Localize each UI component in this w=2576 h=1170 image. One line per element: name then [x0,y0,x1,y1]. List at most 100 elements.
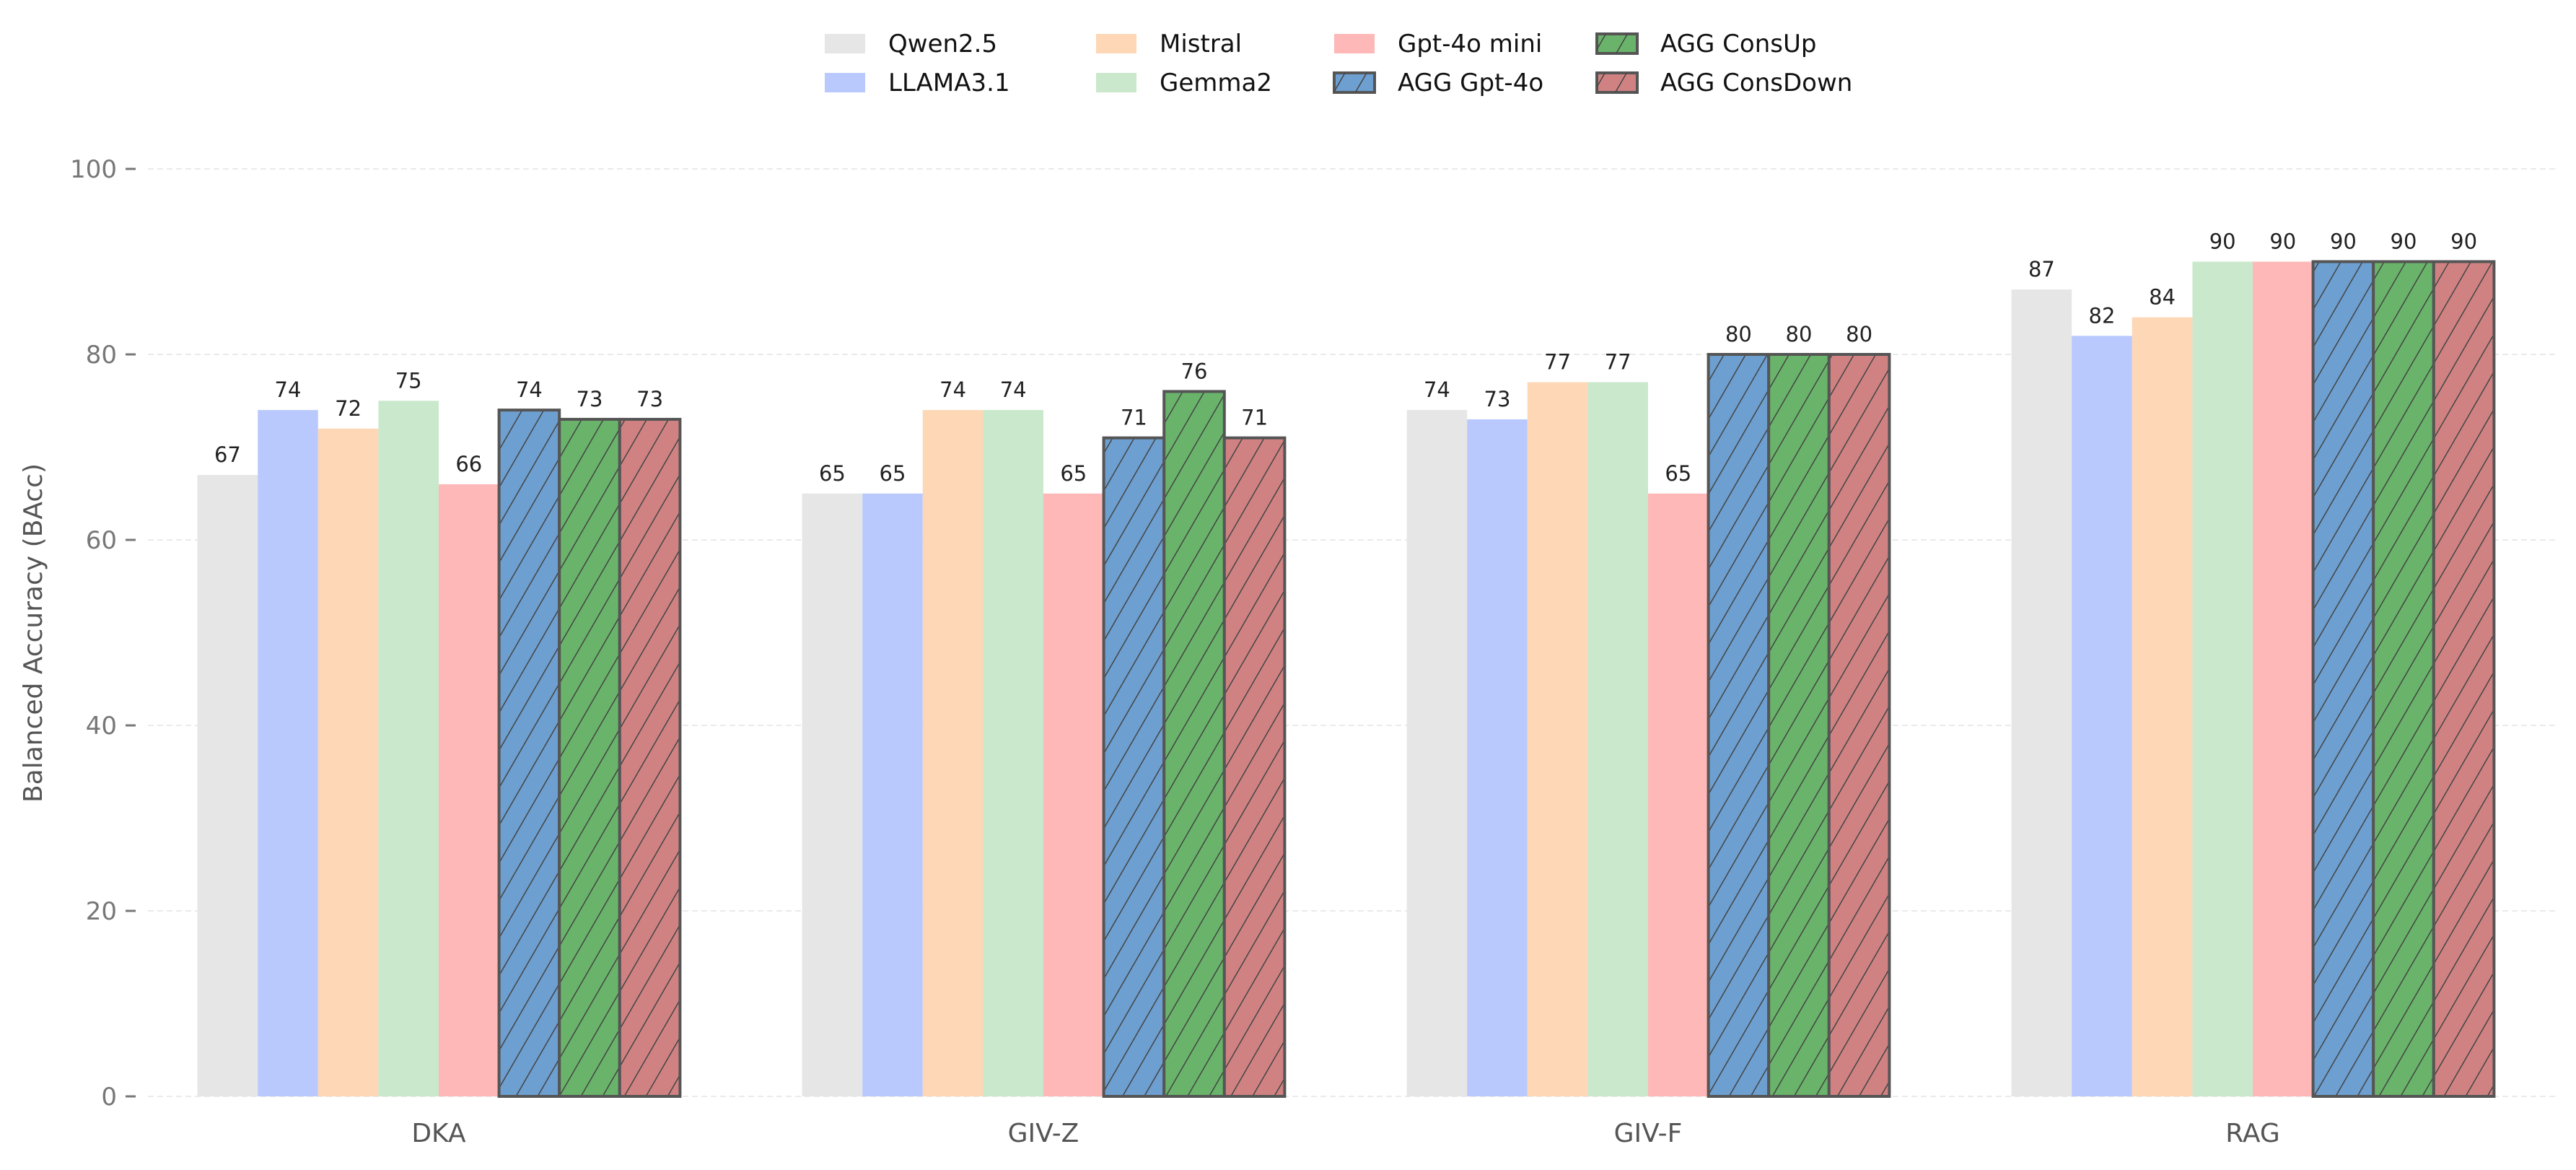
bar-agg-gpt-4o: 80 [1707,322,1771,1098]
bar [983,410,1043,1096]
bar [317,428,379,1096]
bar-gemma2: 75 [378,368,439,1096]
bar-agg-consup: 90 [2372,230,2435,1098]
x-axis: DKA GIV-Z GIV-F RAG [411,1119,2279,1148]
bar-qwen2-5: 74 [1406,377,1468,1096]
bar-hatch [2372,260,2435,1098]
data-label: 75 [395,368,422,393]
bar-agg-consdown: 73 [618,387,682,1098]
bar [197,475,258,1096]
bar-llama3-1: 74 [258,377,318,1096]
legend-item: Gpt-4o mini [1334,30,1542,58]
bar [2072,336,2132,1096]
data-label: 65 [1665,461,1691,486]
bar-qwen2-5: 67 [197,442,258,1096]
bar-hatch [1222,436,1287,1098]
legend-item: Qwen2.5 [825,30,997,58]
legend-item: Mistral [1096,30,1242,58]
x-tick-label: GIV-F [1614,1119,1683,1148]
bar-gpt-4o-mini: 66 [439,452,499,1096]
data-label: 74 [516,377,543,402]
bar-hatch [618,417,682,1098]
data-label: 90 [2330,230,2357,254]
y-axis: 0 20 40 60 80 100 [70,155,136,1112]
bar [922,410,983,1096]
data-label: 74 [939,377,966,402]
bar [258,410,318,1096]
bar-hatch [558,417,621,1098]
data-label: 65 [819,461,846,486]
y-tick-label: 20 [86,897,117,926]
legend-item: AGG ConsUp [1595,30,1816,58]
x-tick-label: RAG [2225,1119,2279,1148]
data-label: 66 [455,452,482,476]
bar-qwen2-5: 87 [2011,257,2072,1096]
bar-gemma2: 74 [983,377,1043,1096]
legend-label: Mistral [1160,30,1242,58]
legend-item: AGG Gpt-4o [1333,69,1543,97]
bar-agg-consdown: 71 [1222,406,1287,1098]
legend-swatch [1096,73,1136,92]
legend-swatch [825,34,865,53]
bar-agg-consdown: 90 [2432,230,2496,1098]
bar [439,484,499,1096]
bar-agg-consdown: 80 [1827,322,1891,1098]
x-tick-label: DKA [411,1119,466,1148]
bar [802,493,863,1096]
data-label: 74 [1424,377,1450,402]
bar [1467,419,1528,1096]
bar-mistral: 84 [2132,285,2193,1097]
y-tick-label: 40 [86,712,117,741]
bar-llama3-1: 82 [2072,303,2132,1096]
bar-agg-gpt-4o: 74 [497,377,561,1098]
data-label: 65 [1060,461,1087,486]
bar [1587,382,1648,1096]
bar-gpt-4o-mini: 65 [1648,461,1709,1096]
legend-label: Gpt-4o mini [1398,30,1542,58]
data-label: 77 [1605,350,1631,375]
bar-gemma2: 77 [1587,350,1648,1096]
bar [1406,410,1468,1096]
bar-hatch [2432,260,2496,1098]
bar-gpt-4o-mini: 90 [2253,230,2313,1096]
legend-swatch-hatch [1597,34,1637,53]
bar-mistral: 77 [1527,350,1588,1096]
data-label: 80 [1725,322,1752,346]
bar-mistral: 74 [922,377,983,1096]
legend: Qwen2.5 LLAMA3.1 Mistral Gemma2 Gpt-4o mini A… [825,30,1852,97]
bar-hatch [1827,353,1891,1098]
bar-agg-gpt-4o: 71 [1102,406,1166,1098]
data-label: 73 [577,387,603,411]
bar-gpt-4o-mini: 65 [1043,461,1104,1096]
bar-agg-gpt-4o: 90 [2311,230,2375,1098]
bar-llama3-1: 73 [1467,387,1528,1096]
bar-mistral: 72 [317,396,379,1096]
bar-agg-consup: 73 [558,387,621,1098]
y-tick-label: 80 [86,341,117,370]
bar-hatch [1767,353,1831,1098]
bar-hatch [1162,390,1226,1098]
data-label: 71 [1121,406,1147,430]
data-label: 80 [1846,322,1872,346]
bar-hatch [1707,353,1771,1098]
x-tick-label: GIV-Z [1008,1119,1079,1148]
bar-hatch [2311,260,2375,1098]
bar-qwen2-5: 65 [802,461,863,1096]
legend-item: AGG ConsDown [1595,69,1852,97]
bar [2132,317,2193,1097]
bar-llama3-1: 65 [862,461,923,1096]
legend-swatch [1096,34,1136,53]
bar [2192,261,2253,1096]
data-label: 77 [1544,350,1571,375]
legend-label: Gemma2 [1160,69,1272,97]
legend-label: LLAMA3.1 [888,69,1010,97]
data-label: 82 [2089,303,2116,328]
legend-item: Gemma2 [1096,69,1272,97]
data-label: 80 [1786,322,1813,346]
bar [1043,493,1104,1096]
legend-swatch-hatch [1334,73,1375,92]
data-label: 67 [214,442,241,467]
legend-label: Qwen2.5 [888,30,997,58]
bar-hatch [497,409,561,1098]
data-label: 76 [1181,359,1208,383]
